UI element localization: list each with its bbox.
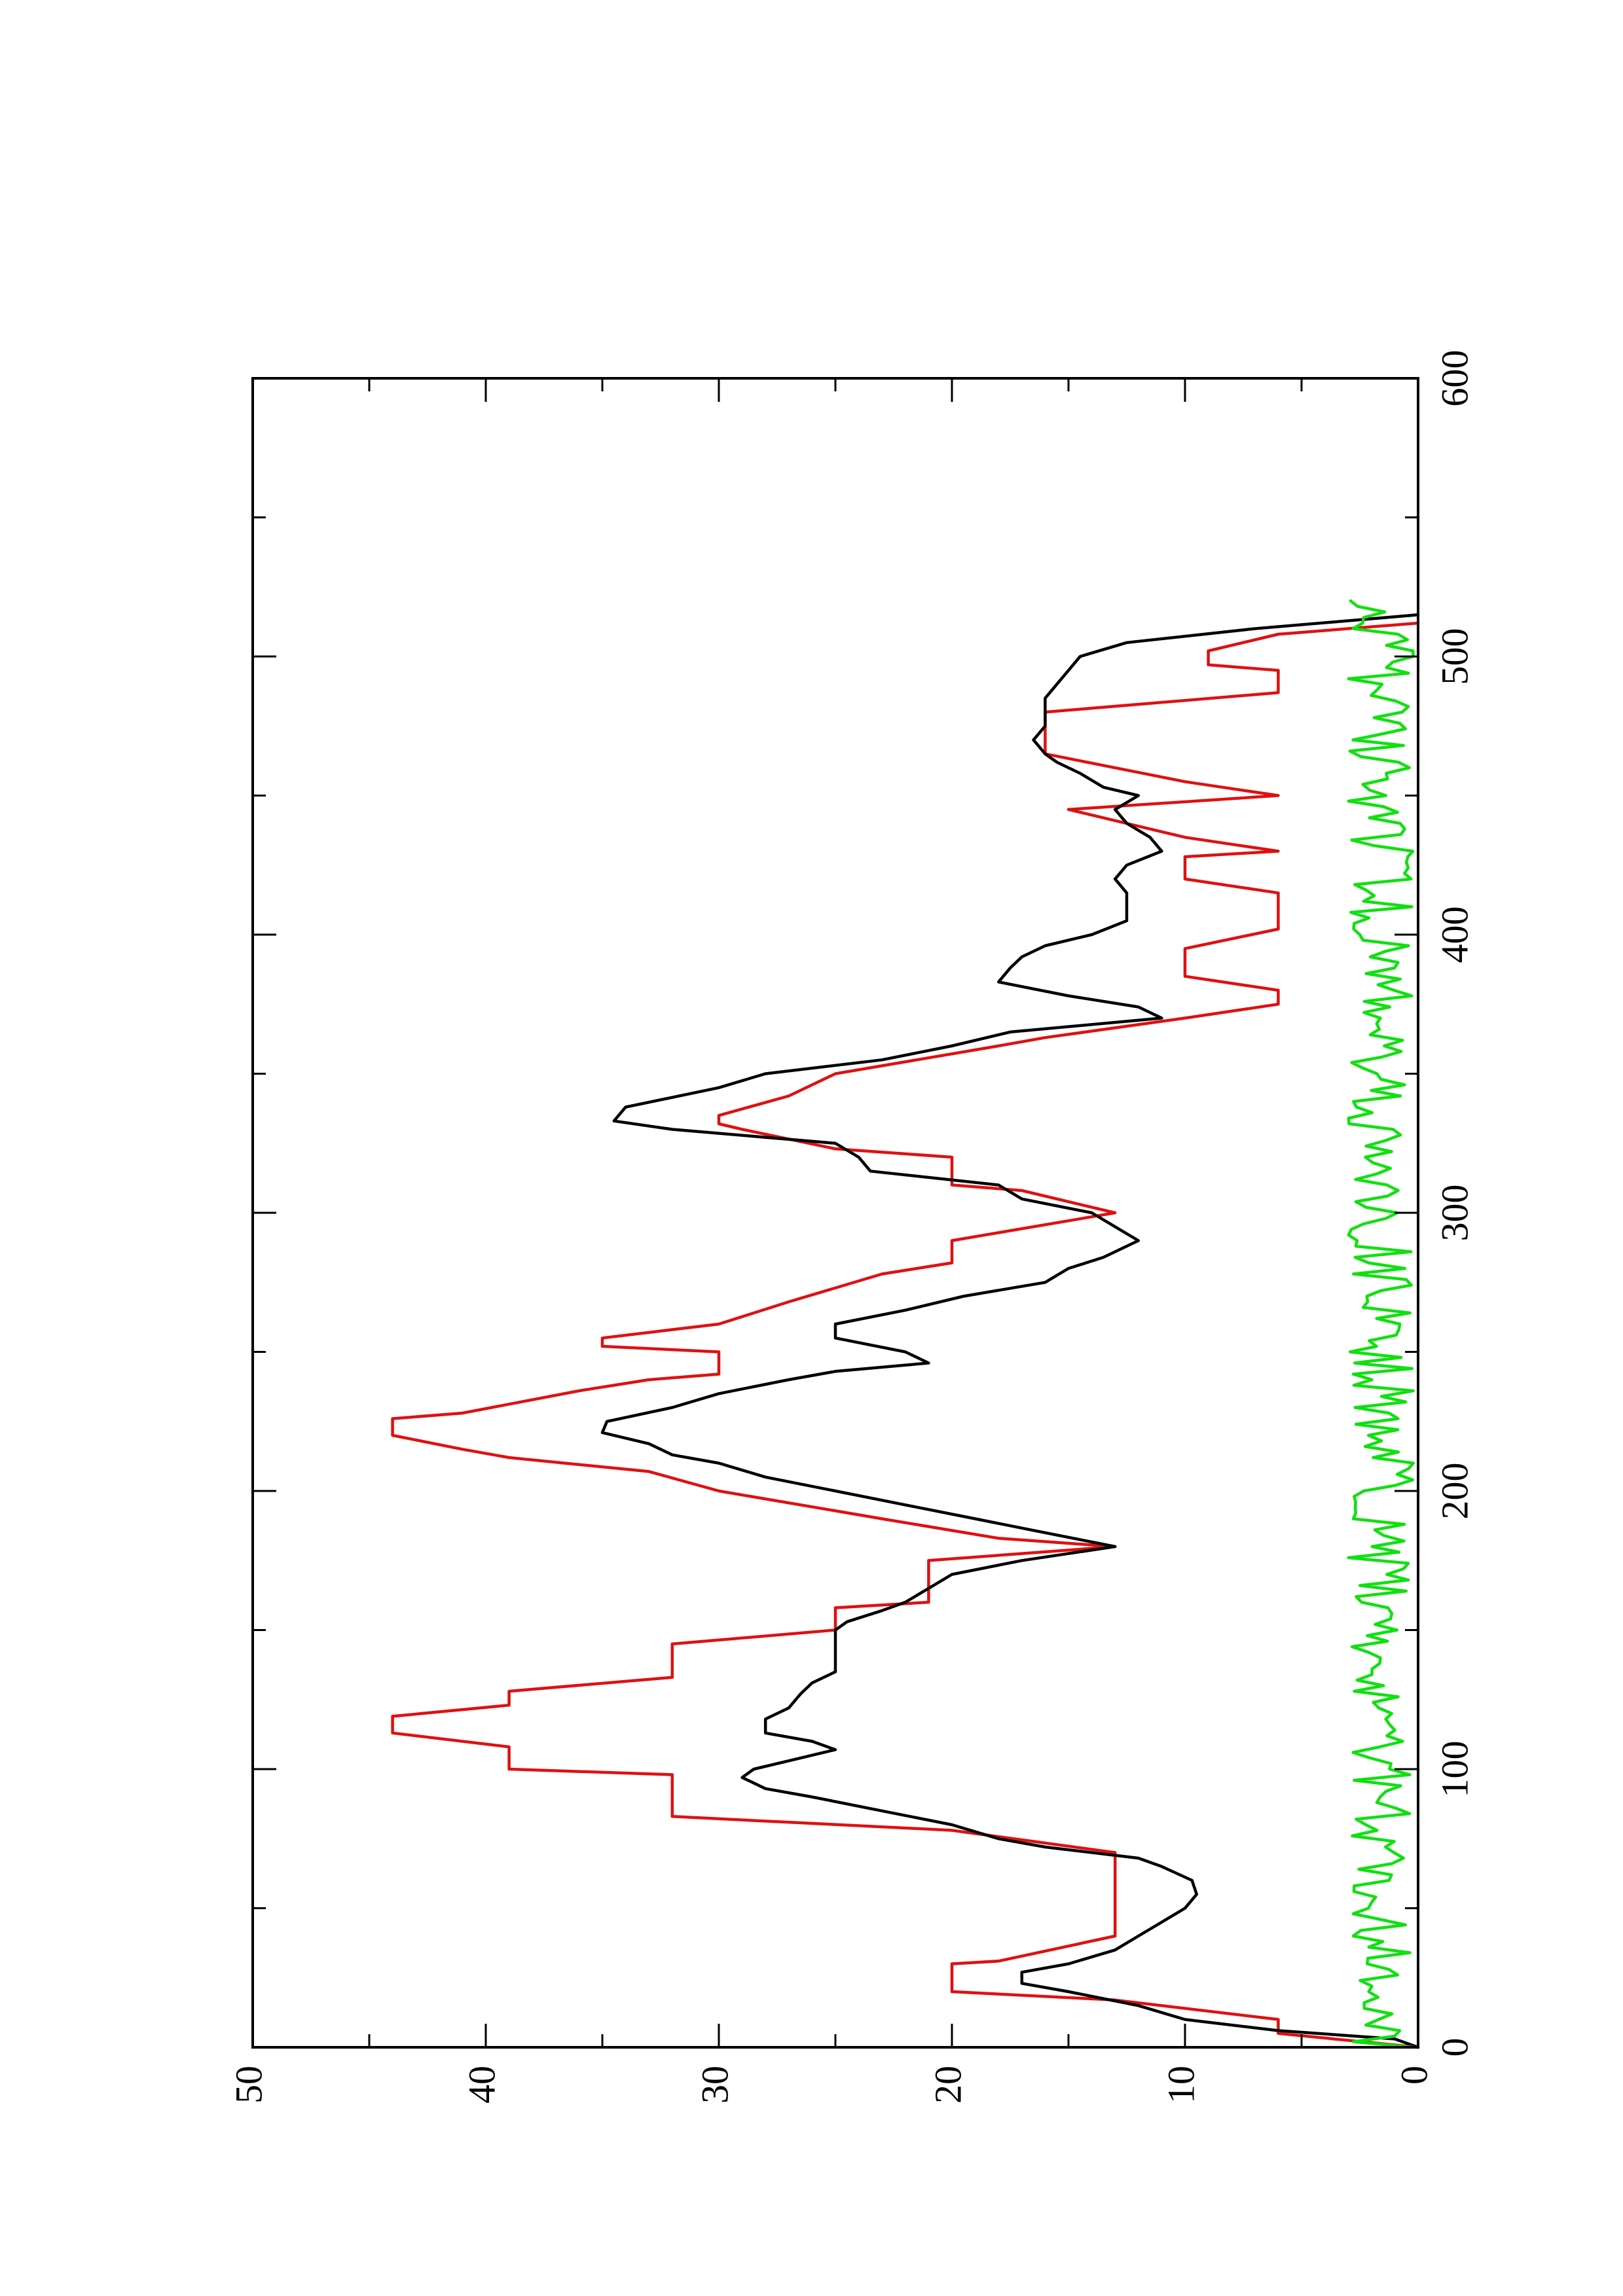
plot-frame [251, 377, 1419, 2049]
tick-labels: 0 100 200 300 400 500 600 0 10 20 30 40 50 [227, 350, 1476, 2104]
green-series-line [1347, 599, 1415, 2049]
x-tick-label: 0 [1433, 2038, 1476, 2057]
y-tick-label: 30 [693, 2066, 736, 2104]
x-tick-label: 600 [1433, 350, 1476, 407]
x-tick-label: 100 [1433, 1741, 1476, 1798]
y-tick-label: 0 [1393, 2066, 1435, 2085]
x-tick-label: 400 [1433, 906, 1476, 963]
x-tick-label: 200 [1433, 1463, 1476, 1520]
black-series-line [600, 613, 1420, 2049]
plot-area [391, 599, 1420, 2049]
x-tick-label: 500 [1433, 628, 1476, 685]
x-tick-label: 300 [1433, 1185, 1476, 1242]
y-tick-label: 40 [460, 2066, 503, 2104]
y-tick-label: 50 [227, 2066, 270, 2104]
y-tick-label: 20 [926, 2066, 969, 2104]
y-tick-label: 10 [1159, 2066, 1202, 2104]
red-series-line [391, 621, 1420, 2049]
